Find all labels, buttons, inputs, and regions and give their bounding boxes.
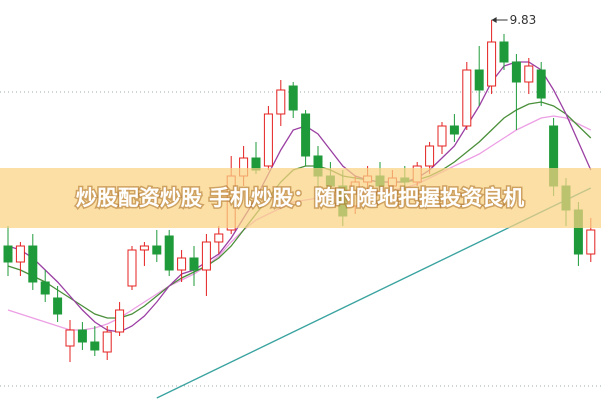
candle-body xyxy=(3,245,13,263)
banner-text: 炒股配资炒股 手机炒股：随时随地把握投资良机 xyxy=(76,186,524,210)
candle-body xyxy=(115,309,125,333)
candle-body xyxy=(511,61,521,83)
candle-body xyxy=(90,341,100,351)
candle-body xyxy=(15,245,25,263)
candle-body xyxy=(586,229,596,255)
candle-body xyxy=(524,65,534,83)
candle-body xyxy=(437,125,447,147)
candle-body xyxy=(499,41,509,63)
max-label: 9.83 xyxy=(510,13,537,27)
candle-body xyxy=(276,89,286,115)
candle-body xyxy=(28,245,38,283)
candle-body xyxy=(214,233,224,243)
candle-body xyxy=(487,41,497,87)
banner-bg xyxy=(0,168,601,228)
candle-body xyxy=(102,331,112,353)
candle-body xyxy=(53,297,63,315)
candle-body xyxy=(462,69,472,127)
candle-body xyxy=(474,69,484,91)
candle-body xyxy=(65,329,75,347)
max-marker: 9.83 xyxy=(491,13,537,27)
candle-body xyxy=(288,85,298,111)
candles xyxy=(3,20,596,362)
candle-body xyxy=(40,281,50,295)
candle-body xyxy=(201,241,211,271)
candle-body xyxy=(189,257,199,271)
max-arrow xyxy=(491,17,497,23)
candle-body xyxy=(536,69,546,99)
candle-body xyxy=(127,249,137,287)
candle-body xyxy=(77,329,87,343)
candle-body xyxy=(152,245,162,255)
candle-body xyxy=(139,245,149,251)
candle-body xyxy=(177,257,187,271)
candle-body xyxy=(164,235,174,271)
grid xyxy=(0,91,601,387)
candle-body xyxy=(263,113,273,167)
candle-body xyxy=(449,125,459,135)
candle-body xyxy=(425,145,435,167)
candle-body xyxy=(301,113,311,157)
